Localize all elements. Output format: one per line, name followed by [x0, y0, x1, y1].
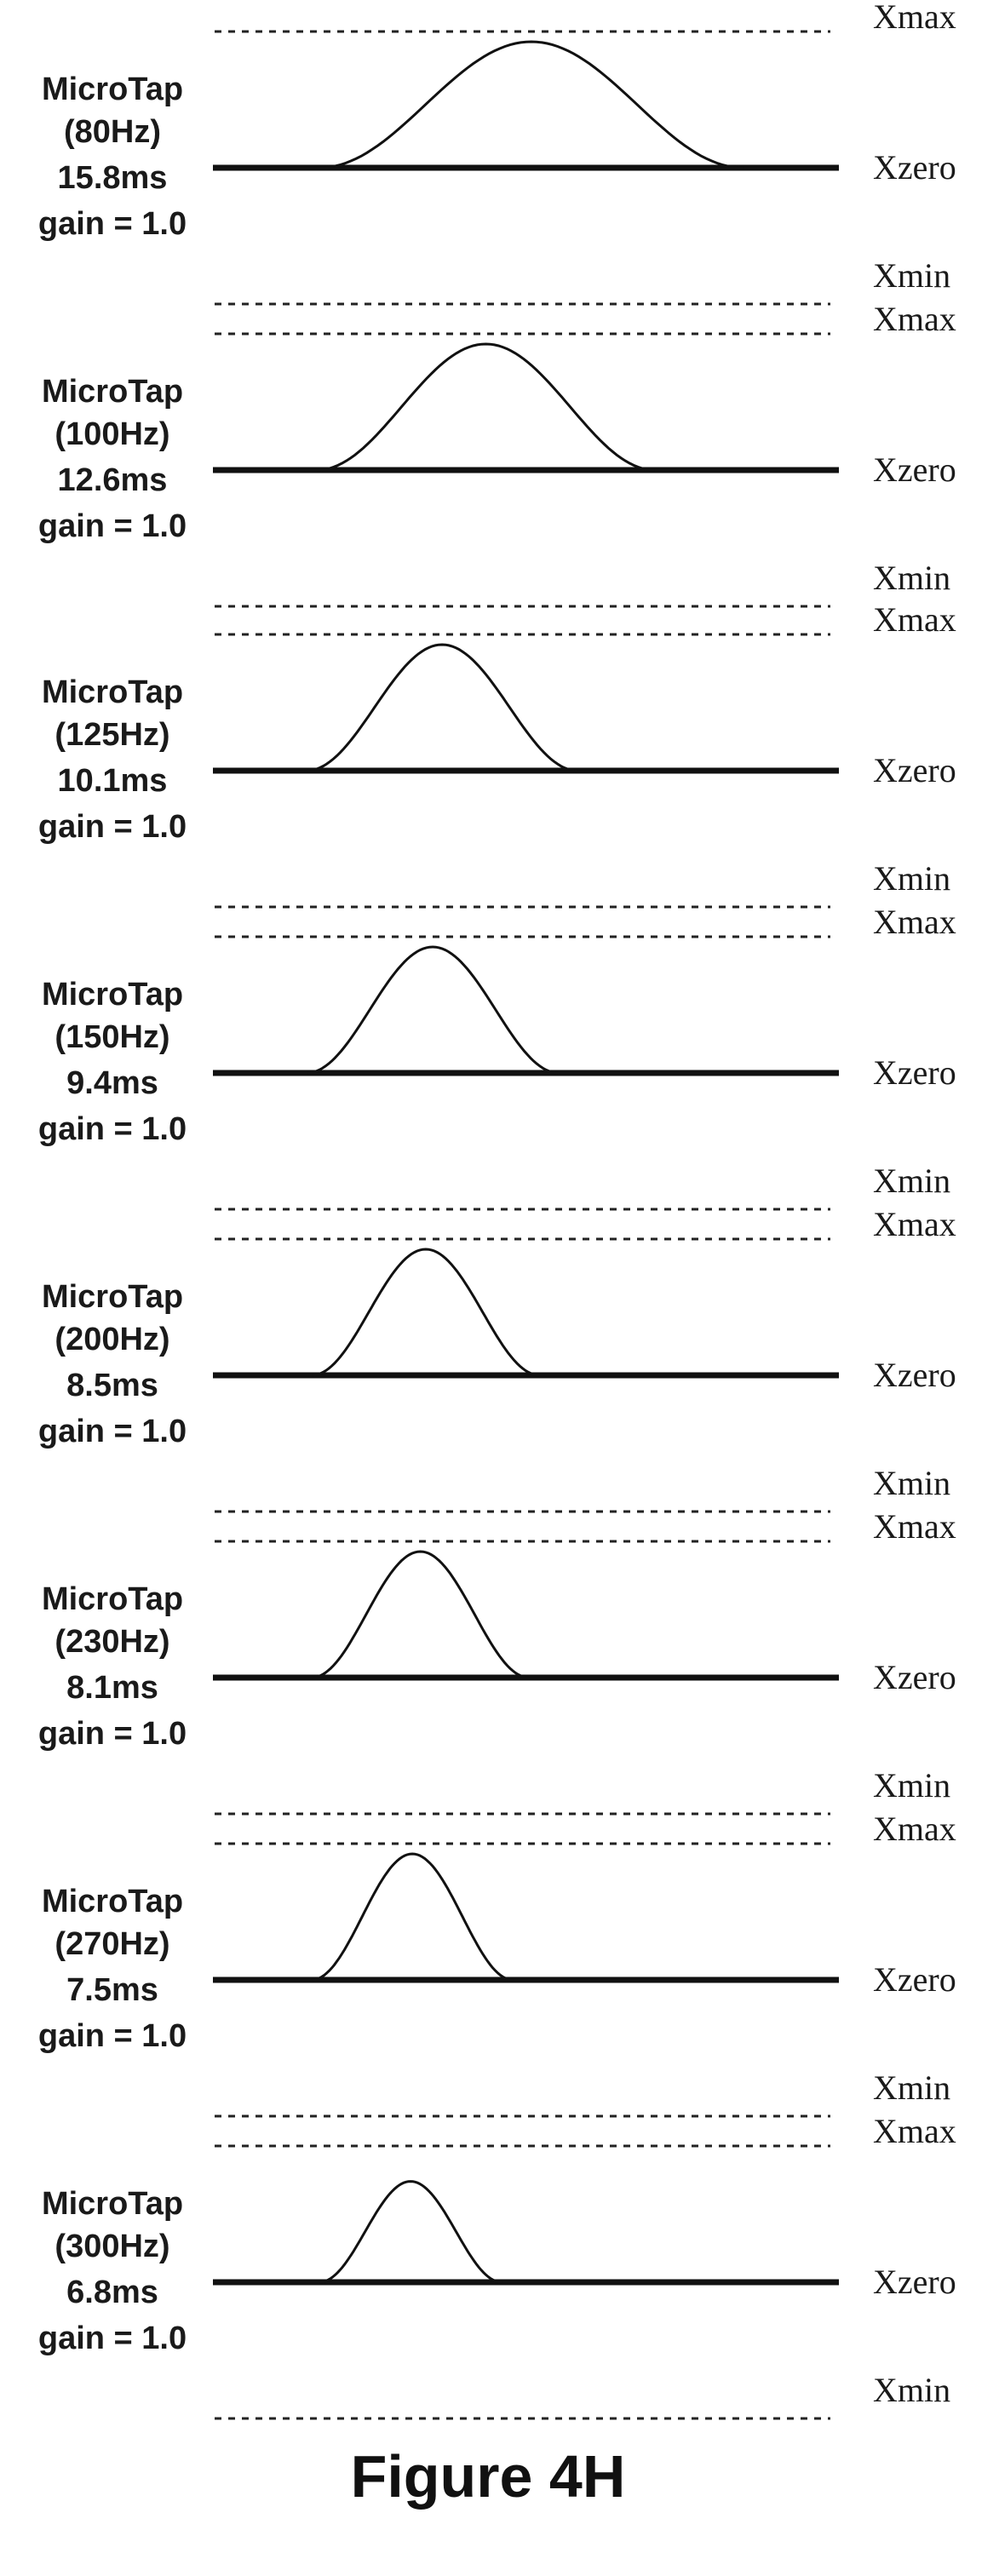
microtap-gain: gain = 1.0: [38, 2018, 187, 2054]
microtap-frequency: (150Hz): [55, 1019, 169, 1055]
microtap-duration: 8.1ms: [66, 1670, 158, 1706]
xmax-label: Xmax: [873, 1810, 956, 1848]
microtap-panel: MicroTap (230Hz) 8.1ms gain = 1.0 Xmax Xzero X…: [38, 1507, 956, 1816]
xmin-label: Xmin: [873, 1464, 950, 1502]
xmax-label: Xmax: [873, 0, 956, 36]
microtap-waveform: [311, 1248, 540, 1377]
microtap-waveform: [306, 643, 578, 772]
xmax-label: Xmax: [873, 1507, 956, 1546]
microtap-panel: MicroTap (200Hz) 8.5ms gain = 1.0 Xmax Xzero X…: [38, 1205, 956, 1513]
microtap-waveform: [311, 1550, 530, 1679]
microtap-frequency: (125Hz): [55, 717, 169, 753]
microtap-name: MicroTap: [42, 977, 183, 1013]
microtap-name: MicroTap: [42, 1884, 183, 1919]
microtap-name: MicroTap: [42, 1279, 183, 1315]
xzero-label: Xzero: [873, 751, 956, 789]
microtap-panels: MicroTap (80Hz) 15.8ms gain = 1.0 Xmax Xzero X…: [38, 0, 956, 2420]
xmax-label: Xmax: [873, 2112, 956, 2150]
xzero-label: Xzero: [873, 2263, 956, 2301]
microtap-frequency: (100Hz): [55, 416, 169, 452]
microtap-duration: 7.5ms: [66, 1972, 158, 2008]
microtap-duration: 12.6ms: [58, 462, 168, 498]
microtap-name: MicroTap: [42, 674, 183, 710]
xmin-label: Xmin: [873, 2068, 950, 2107]
xzero-label: Xzero: [873, 1658, 956, 1696]
microtap-duration: 10.1ms: [58, 763, 168, 799]
microtap-name: MicroTap: [42, 374, 183, 410]
microtap-duration: 6.8ms: [66, 2275, 158, 2310]
microtap-panel: MicroTap (300Hz) 6.8ms gain = 1.0 Xmax Xzero X…: [38, 2112, 956, 2420]
microtap-name: MicroTap: [42, 2186, 183, 2222]
microtap-gain: gain = 1.0: [38, 1111, 187, 1147]
microtap-duration: 9.4ms: [66, 1065, 158, 1101]
microtap-panel: MicroTap (270Hz) 7.5ms gain = 1.0 Xmax Xzero X…: [38, 1810, 956, 2118]
microtap-gain: gain = 1.0: [38, 508, 187, 544]
microtap-frequency: (80Hz): [64, 114, 161, 150]
xmin-label: Xmin: [873, 256, 950, 295]
figure-caption: Figure 4H: [351, 2443, 626, 2510]
xzero-label: Xzero: [873, 450, 956, 489]
microtap-waveform: [319, 40, 744, 169]
xzero-label: Xzero: [873, 1960, 956, 1999]
xmin-label: Xmin: [873, 859, 950, 898]
xmin-label: Xmin: [873, 1766, 950, 1804]
microtap-panel: MicroTap (125Hz) 10.1ms gain = 1.0 Xmax Xzero…: [38, 600, 956, 909]
microtap-waveform: [316, 342, 655, 472]
xmin-label: Xmin: [873, 1162, 950, 1200]
microtap-panel: MicroTap (80Hz) 15.8ms gain = 1.0 Xmax Xzero X…: [38, 0, 956, 306]
microtap-frequency: (230Hz): [55, 1624, 169, 1660]
microtap-duration: 8.5ms: [66, 1368, 158, 1403]
xmax-label: Xmax: [873, 903, 956, 941]
microtap-frequency: (200Hz): [55, 1322, 169, 1357]
xmax-label: Xmax: [873, 600, 956, 639]
xzero-label: Xzero: [873, 148, 956, 186]
microtap-frequency: (300Hz): [55, 2229, 169, 2264]
xzero-label: Xzero: [873, 1356, 956, 1394]
microtap-frequency: (270Hz): [55, 1926, 169, 1962]
microtap-gain: gain = 1.0: [38, 1414, 187, 1449]
microtap-waveform: [311, 1852, 514, 1982]
microtap-waveform: [319, 2180, 502, 2284]
microtap-panel: MicroTap (150Hz) 9.4ms gain = 1.0 Xmax Xzero X…: [38, 903, 956, 1211]
microtap-name: MicroTap: [42, 72, 183, 107]
xmax-label: Xmax: [873, 300, 956, 338]
microtap-panel: MicroTap (100Hz) 12.6ms gain = 1.0 Xmax Xzero…: [38, 300, 956, 608]
xmin-label: Xmin: [873, 559, 950, 597]
microtap-gain: gain = 1.0: [38, 1716, 187, 1752]
microtap-waveform: [306, 945, 560, 1075]
xmin-label: Xmin: [873, 2371, 950, 2409]
microtap-name: MicroTap: [42, 1581, 183, 1617]
xzero-label: Xzero: [873, 1053, 956, 1092]
microtap-gain: gain = 1.0: [38, 809, 187, 845]
microtap-duration: 15.8ms: [58, 160, 168, 196]
microtap-gain: gain = 1.0: [38, 206, 187, 242]
xmax-label: Xmax: [873, 1205, 956, 1243]
microtap-gain: gain = 1.0: [38, 2321, 187, 2356]
